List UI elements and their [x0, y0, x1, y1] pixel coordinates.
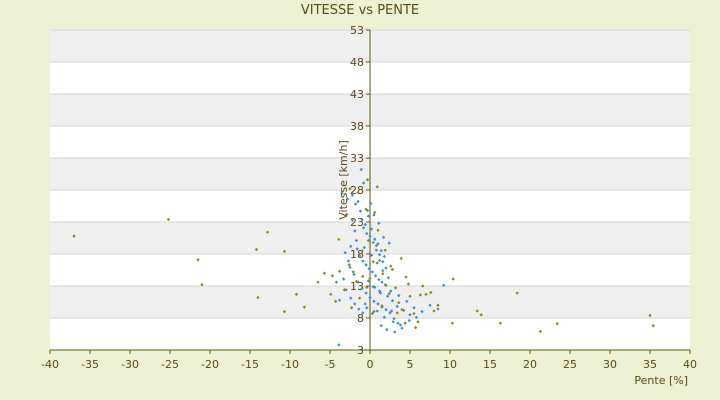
x-tick-label: -15 — [241, 358, 259, 371]
x-tick-label: 35 — [643, 358, 657, 371]
x-tick-label: -20 — [201, 358, 219, 371]
x-tick-label: -25 — [161, 358, 179, 371]
data-point — [350, 193, 355, 197]
y-tick-label: 33 — [350, 152, 364, 165]
data-point — [358, 209, 363, 213]
data-point — [373, 210, 377, 215]
data-point — [369, 253, 374, 257]
data-point — [350, 218, 355, 222]
data-point — [377, 221, 381, 225]
data-point — [362, 245, 367, 250]
y-tick-label: 48 — [350, 56, 364, 69]
x-tick-label: 10 — [443, 358, 457, 371]
y-axis-label: Vitesse [km/h] — [337, 140, 350, 220]
y-tick-label: 38 — [350, 120, 364, 133]
data-point — [366, 238, 371, 243]
data-point — [282, 249, 287, 254]
y-tick-label: 8 — [357, 312, 364, 325]
x-tick-label: -5 — [325, 358, 336, 371]
x-tick-label: -10 — [281, 358, 299, 371]
data-point — [515, 291, 519, 295]
y-tick-label: 53 — [350, 24, 364, 37]
data-point — [196, 258, 200, 262]
data-point — [374, 243, 379, 248]
x-tick-label: -35 — [81, 358, 99, 371]
chart-title: VITESSE vs PENTE — [301, 3, 419, 18]
data-point — [345, 212, 349, 217]
data-point — [366, 214, 371, 218]
x-axis-label: Pente [%] — [634, 374, 688, 387]
data-point — [555, 322, 559, 326]
data-point — [373, 237, 377, 241]
data-point — [357, 254, 362, 258]
x-tick-label: -40 — [41, 358, 59, 371]
x-tick-labels: -40 -35 -30 -25 -20 -15 -10 -5 0 5 10 15 20 25 30 35 40 — [41, 350, 697, 371]
data-point — [166, 217, 171, 222]
y-tick-label: 13 — [350, 280, 364, 293]
data-point — [369, 201, 373, 206]
data-point — [538, 329, 543, 334]
x-tick-label: 40 — [683, 358, 697, 371]
data-point — [382, 254, 387, 259]
x-tick-label: 0 — [367, 358, 374, 371]
x-tick-label: 30 — [603, 358, 617, 371]
x-tick-label: 20 — [523, 358, 537, 371]
x-tick-label: -30 — [121, 358, 139, 371]
y-tick-label: 43 — [350, 88, 364, 101]
x-tick-label: 25 — [563, 358, 577, 371]
data-point — [353, 229, 357, 233]
data-point — [354, 238, 359, 243]
y-tick-label: 3 — [357, 344, 364, 357]
y-tick-label: 18 — [350, 248, 364, 261]
x-tick-label: 15 — [483, 358, 497, 371]
data-point — [349, 244, 353, 249]
data-point — [337, 237, 341, 241]
x-tick-label: 5 — [407, 358, 414, 371]
y-tick-label: 28 — [350, 184, 364, 197]
data-point — [648, 313, 652, 318]
data-point — [374, 248, 379, 252]
data-point — [72, 234, 76, 238]
data-point — [365, 231, 369, 236]
data-point — [200, 283, 204, 287]
